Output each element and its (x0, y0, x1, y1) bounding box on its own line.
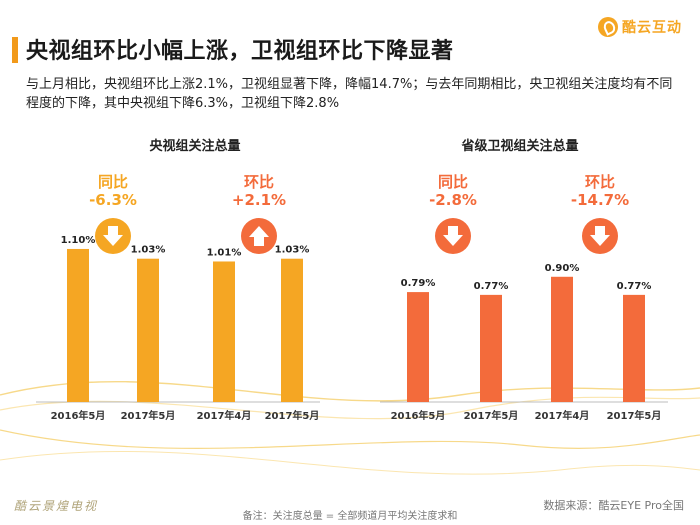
mom-label-satellite: 环比 -14.7% (565, 173, 635, 209)
decorative-wave (0, 429, 700, 449)
yoy-title-satellite: 同比 (437, 173, 468, 191)
chart-satellite: 0.79% 2016年5月 0.77% 2017年5月 0.90% 2017年4月 0.77… (380, 263, 668, 422)
brand-name: 酷云互动 (622, 20, 682, 36)
yoy-value-cctv: -6.3% (89, 191, 137, 209)
x-tick-label: 2016年5月 (51, 409, 106, 422)
data-label: 0.77% (474, 281, 509, 292)
down-arrow-icon (95, 218, 131, 254)
summary-text: 与上月相比，央视组环比上涨2.1%，卫视组显著下降，降幅14.7%；与去年同期相… (26, 77, 673, 111)
down-arrow-icon (435, 218, 471, 254)
mom-title-cctv: 环比 (243, 173, 274, 191)
data-label: 1.10% (61, 235, 96, 246)
chart-cctv: 1.10% 2016年5月 1.03% 2017年5月 1.01% 2017年4月 1.03… (36, 235, 320, 422)
bar (407, 292, 429, 402)
yoy-label-satellite: 同比 -2.8% (418, 173, 488, 209)
mom-title-satellite: 环比 (584, 173, 615, 191)
up-arrow-icon (241, 218, 277, 254)
bar (137, 258, 159, 402)
bar (480, 294, 502, 402)
watermark: 酷云景煌电视 (14, 499, 99, 513)
brand-logo-icon (598, 17, 618, 37)
down-arrow-icon (582, 218, 618, 254)
mom-value-satellite: -14.7% (570, 191, 630, 209)
decorative-waves (0, 381, 700, 475)
bar (67, 248, 89, 402)
x-tick-label: 2017年5月 (121, 409, 176, 422)
x-tick-label: 2017年5月 (265, 409, 320, 422)
footnote: 备注：关注度总量 = 全部频道月平均关注度求和 (242, 511, 458, 522)
page-title: 央视组环比小幅上涨，卫视组环比下降显著 (26, 39, 454, 64)
bar (623, 294, 645, 402)
x-tick-label: 2017年4月 (535, 409, 590, 422)
yoy-title-cctv: 同比 (97, 173, 128, 191)
data-label: 1.03% (275, 245, 310, 256)
data-source: 数据来源：酷云EYE Pro全国 (543, 499, 684, 512)
data-label: 0.79% (401, 278, 436, 289)
decorative-wave (0, 450, 700, 475)
title-accent-bar (12, 37, 18, 63)
x-tick-label: 2017年4月 (197, 409, 252, 422)
bar (551, 276, 573, 402)
mom-label-cctv: 环比 +2.1% (224, 173, 294, 209)
x-tick-label: 2017年5月 (464, 409, 519, 422)
bar (281, 258, 303, 402)
panel-title-cctv: 央视组关注总量 (149, 139, 241, 154)
yoy-value-satellite: -2.8% (429, 191, 477, 209)
brand-logo: 酷云互动 (598, 16, 682, 38)
panel-title-satellite: 省级卫视组关注总量 (461, 139, 579, 154)
bar (213, 261, 235, 402)
data-label: 0.77% (617, 281, 652, 292)
decorative-wave (0, 381, 700, 402)
data-label: 1.03% (131, 245, 166, 256)
x-tick-label: 2017年5月 (607, 409, 662, 422)
mom-value-cctv: +2.1% (231, 191, 287, 209)
data-label: 0.90% (545, 263, 580, 274)
x-tick-label: 2016年5月 (391, 409, 446, 422)
yoy-label-cctv: 同比 -6.3% (78, 173, 148, 209)
data-label: 1.01% (207, 247, 242, 258)
